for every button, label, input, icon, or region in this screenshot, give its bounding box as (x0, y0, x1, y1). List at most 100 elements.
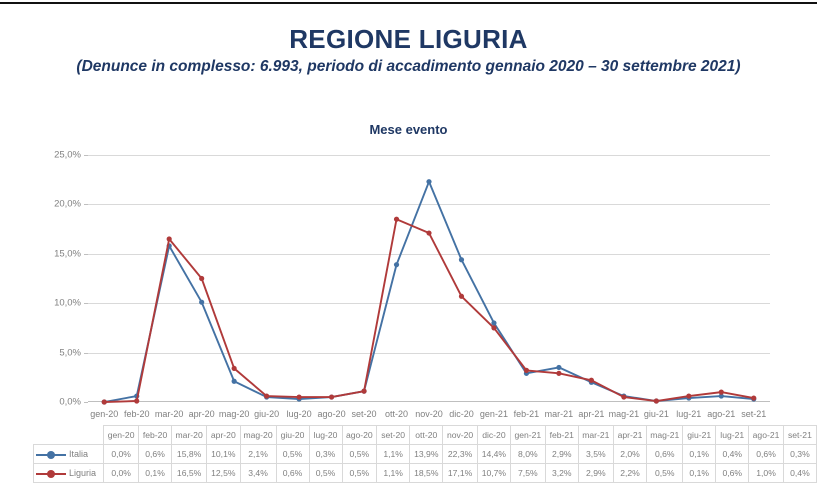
x-axis-tick-label: giu-20 (254, 409, 280, 419)
table-column-header: lug-20 (308, 425, 343, 445)
table-column-header: mag-20 (239, 425, 277, 445)
series-layer (101, 179, 757, 405)
table-cell: 2,0% (612, 444, 648, 464)
table-cell: 0,5% (341, 444, 378, 464)
data-point (718, 389, 724, 395)
table-cell: 1,1% (376, 463, 411, 483)
table-cell: 3,4% (239, 463, 277, 483)
chart-area: Mese evento 0,0% 5,0% 10,0% 15,0% 20,0% 25,0%… (0, 100, 817, 435)
x-axis-line (88, 401, 770, 402)
table-column-header: gen-20 (103, 425, 139, 445)
table-cell: 0,1% (682, 444, 717, 464)
table-column-header: set-20 (376, 425, 411, 445)
legend-label: Liguria (69, 468, 97, 478)
table-cell: 0,5% (341, 463, 378, 483)
x-axis-tick-label: nov-20 (415, 409, 443, 419)
legend-entry-italia[interactable]: Italia (32, 444, 105, 464)
table-cell: 0,1% (137, 463, 173, 483)
data-point (426, 179, 432, 185)
data-point (134, 398, 140, 404)
table-column-header: giu-21 (682, 425, 717, 445)
table-cell: 10,1% (206, 444, 241, 464)
y-axis-tick-label: 25,0% (54, 149, 81, 161)
x-axis-tick-label: lug-21 (676, 409, 702, 419)
data-point (231, 365, 237, 372)
table-cell: 0,5% (646, 463, 684, 483)
data-point (426, 230, 432, 236)
gridline (88, 253, 770, 255)
data-point (653, 398, 659, 404)
table-cell: 10,7% (476, 463, 512, 483)
data-point (166, 236, 172, 242)
data-point (491, 320, 497, 326)
data-point (556, 370, 562, 376)
table-column-header: mar-21 (577, 425, 614, 445)
table-cell: 0,3% (308, 444, 343, 464)
table-column-header: ago-21 (748, 425, 784, 445)
x-axis-tick-label: set-20 (351, 409, 377, 419)
table-cell: 22,3% (442, 444, 478, 464)
table-column-header: ago-20 (341, 425, 378, 445)
gridline (88, 303, 770, 305)
table-cell: 0,0% (103, 444, 139, 464)
table-body: Italia 0,0% 0,6% 15,8% 10,1% 2,1% 0,5% 0,3% 0,5%… (32, 444, 817, 483)
data-point (101, 399, 107, 405)
table-cell: 0,5% (275, 444, 310, 464)
x-axis-tick-label: set-21 (741, 409, 767, 419)
data-point (264, 393, 270, 399)
data-point (393, 216, 400, 222)
x-axis-tick-label: mag-20 (218, 409, 250, 419)
gridline (88, 204, 770, 206)
y-axis-tickmark (84, 352, 88, 354)
y-axis-tick-label: 10,0% (54, 297, 81, 309)
data-point (523, 367, 530, 373)
gridline (88, 352, 770, 354)
data-point (686, 393, 692, 399)
table-column-header: mag-21 (646, 425, 684, 445)
table-cell: 13,9% (409, 444, 444, 464)
table-cell: 3,5% (577, 444, 614, 464)
data-point (718, 393, 724, 399)
table-column-header: giu-20 (275, 425, 310, 445)
table-cell: 1,1% (376, 444, 411, 464)
table-cell: 2,2% (612, 463, 648, 483)
legend-entry-liguria[interactable]: Liguria (32, 463, 105, 483)
data-point (458, 293, 465, 299)
data-point (458, 257, 465, 263)
table-cell: 0,5% (308, 463, 343, 483)
table-cell: 7,5% (510, 463, 546, 483)
table-cell: 15,8% (171, 444, 208, 464)
table-column-header: dic-20 (476, 425, 512, 445)
table-column-header: feb-21 (544, 425, 579, 445)
table-header-row: gen-20 feb-20 mar-20 apr-20 mag-20 giu-20 lug-… (34, 425, 817, 445)
table-cell: 3,2% (544, 463, 579, 483)
y-axis-tick-label: 15,0% (54, 248, 81, 260)
x-axis-tick-label: feb-21 (513, 409, 540, 419)
data-point (621, 394, 627, 400)
table-column-header: feb-20 (137, 425, 173, 445)
y-axis-tickmark (84, 204, 88, 206)
x-axis-tick-label: feb-20 (123, 409, 150, 419)
table-column-header: set-21 (782, 425, 817, 445)
series-line (104, 218, 754, 403)
table-cell: 0,4% (715, 444, 750, 464)
table-column-header: apr-20 (206, 425, 241, 445)
x-axis-tick-label: giu-21 (643, 409, 669, 419)
page-title: REGIONE LIGURIA (289, 24, 528, 54)
table-column-header: ott-20 (409, 425, 444, 445)
table-column-header: nov-20 (442, 425, 478, 445)
series-liguria (101, 216, 757, 405)
x-axis-tick-label: mar-21 (544, 409, 574, 419)
data-point (199, 275, 205, 282)
x-axis-tick-label: ago-21 (707, 409, 736, 419)
data-point (491, 325, 497, 331)
series-italia (101, 179, 757, 405)
table-cell: 0,3% (782, 444, 817, 464)
x-axis-tick-label: ago-20 (317, 409, 346, 419)
page-subtitle: (Denunce in complesso: 6.993, periodo di… (76, 58, 741, 75)
x-axis-tick-label: lug-20 (286, 409, 312, 419)
x-axis-tick-label: mar-20 (154, 409, 184, 419)
series-line (104, 180, 754, 403)
chart-title: Mese evento (369, 122, 448, 137)
table-cell: 0,6% (646, 444, 684, 464)
